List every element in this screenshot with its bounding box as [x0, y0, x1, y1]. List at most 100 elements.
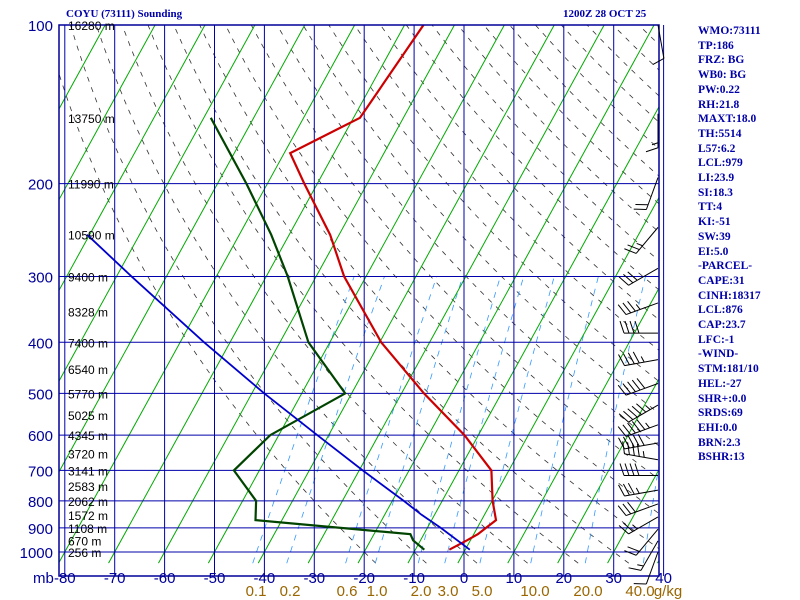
mixing-ratio-line — [345, 276, 437, 564]
mixing-ratio-label: g/kg — [654, 583, 682, 600]
isotherm-line — [557, 377, 659, 564]
wind-barb-half-feather — [635, 487, 640, 494]
isotherm-line — [0, 25, 5, 563]
mixing-ratio-lines — [252, 276, 659, 564]
dry-adiabat-line — [225, 25, 659, 515]
index-item: CINH:18317 — [698, 289, 761, 302]
index-item: RH:21.8 — [698, 98, 740, 111]
dry-adiabat-line — [199, 25, 659, 550]
temperature-tick-label: 10 — [506, 570, 523, 587]
isotherm-line — [607, 468, 659, 564]
wind-barb-half-feather — [645, 405, 651, 410]
wind-barb-half-feather — [632, 524, 638, 530]
index-item: HEL:-27 — [698, 377, 742, 390]
dry-adiabat-line — [173, 25, 630, 564]
wind-barb — [624, 528, 659, 556]
sounding-traces — [86, 25, 498, 551]
wind-barb-feather — [618, 437, 625, 450]
wind-barb-staff — [635, 528, 659, 556]
height-label: 5025 m — [68, 409, 108, 423]
chart-title: COYU (73111) Sounding — [66, 8, 183, 20]
wind-barb-feather — [645, 147, 659, 153]
wind-barb-feather — [618, 484, 625, 497]
mixing-ratio-line — [374, 276, 464, 564]
height-label: 5770 m — [68, 387, 108, 401]
wind-barbs — [617, 24, 665, 585]
index-item: LFC:-1 — [698, 333, 735, 346]
height-label: 11990 m — [68, 178, 114, 192]
isotherm-line — [257, 25, 555, 564]
wind-barb — [618, 351, 659, 367]
wind-barb-feather — [627, 422, 636, 434]
wind-barb-feather — [618, 276, 629, 286]
wind-barb-feather — [632, 434, 640, 447]
pressure-tick-label: 400 — [28, 335, 53, 352]
wind-barb-feather — [624, 550, 637, 556]
wind-barb-half-feather — [645, 422, 650, 429]
wind-barb-feather — [618, 525, 629, 535]
wind-barb-feather — [627, 300, 636, 312]
isotherms — [0, 25, 659, 564]
index-item: TT:4 — [698, 201, 723, 214]
height-label: 256 m — [68, 546, 101, 560]
dry-adiabat-line — [70, 25, 427, 564]
wind-barb-half-feather — [640, 356, 645, 363]
index-item: MAXT:18.0 — [698, 113, 757, 126]
isobars — [59, 24, 665, 576]
wind-barb-feather — [636, 378, 646, 389]
wind-barb-feather — [629, 463, 635, 476]
wind-barb-feather — [622, 503, 632, 515]
wind-barb — [633, 177, 659, 210]
temperature-trace — [288, 25, 498, 551]
index-item: PW:0.22 — [698, 83, 740, 96]
wind-barb-feather — [618, 413, 629, 423]
wind-barb-feather — [623, 410, 634, 420]
wind-barb — [645, 113, 659, 153]
isotherm-line — [158, 25, 455, 564]
mixing-ratio-line — [252, 276, 355, 564]
wind-barb-staff — [624, 489, 659, 497]
isotherm-line — [59, 25, 156, 201]
wind-barb — [617, 419, 659, 437]
index-item: BSHR:13 — [698, 451, 745, 464]
dry-adiabat-line — [380, 25, 659, 321]
wind-barb-half-feather — [636, 242, 643, 247]
height-label: 9400 m — [68, 270, 108, 284]
index-item: EHI:0.0 — [698, 421, 738, 434]
wind-barb — [618, 482, 659, 497]
wind-barb-feather — [627, 244, 640, 251]
pressure-tick-label: 500 — [28, 386, 53, 403]
isotherm-line — [59, 25, 306, 473]
wind-barb — [628, 540, 659, 571]
pressure-tick-label: 200 — [28, 177, 53, 194]
wind-barb-feather — [624, 248, 637, 254]
temperature-tick-label: -30 — [303, 570, 325, 587]
height-labels: 16280 m 13750 m 11990 m 10590 m 9400 m 8328 m… — [68, 19, 115, 560]
wind-barb-staff — [625, 383, 659, 396]
wind-barb-feather — [636, 403, 647, 413]
index-item: CAP:23.7 — [698, 319, 746, 332]
wind-barb-staff — [624, 453, 659, 461]
index-item: LCL:876 — [698, 304, 743, 317]
mixing-ratio-label: 2.0 — [411, 583, 432, 600]
wind-barb-feather — [622, 424, 632, 436]
stability-indices-panel: WMO:73111 TP:186 FRZ: BG WB0: BG PW:0.22 RH:2… — [698, 24, 798, 465]
temperature-tick-label: -10 — [403, 570, 425, 587]
wind-barb-feather — [627, 501, 636, 513]
wind-barb-feather — [623, 274, 634, 284]
temperature-tick-label: 0 — [460, 570, 468, 587]
wind-barb — [618, 403, 659, 423]
wind-barb-half-feather — [635, 304, 641, 310]
wind-barb-feather — [622, 353, 630, 365]
temperature-tick-label: 40 — [655, 570, 672, 587]
isotherm-line — [0, 25, 55, 563]
mixing-ratio-label: 10.0 — [520, 583, 549, 600]
wind-barb-half-feather — [642, 451, 645, 458]
wind-barb-staff — [657, 24, 665, 59]
temperature-tick-label: -70 — [104, 570, 126, 587]
wind-barb — [624, 227, 659, 254]
index-item: LCL:979 — [698, 157, 743, 170]
wind-barb-feather — [634, 320, 640, 334]
wind-barb-staff — [628, 516, 659, 535]
index-item: TH:5514 — [698, 127, 742, 140]
